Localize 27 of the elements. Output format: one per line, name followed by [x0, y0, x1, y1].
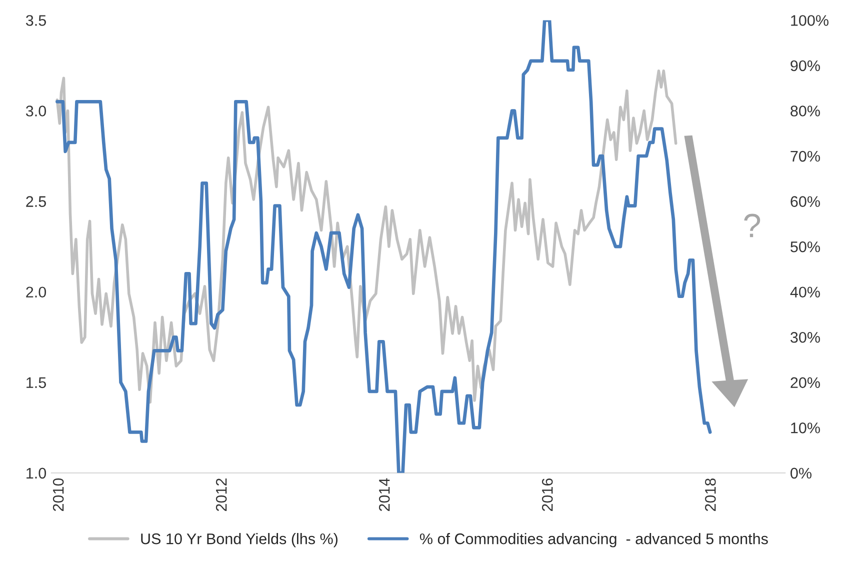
y2-tick-label: 100%: [791, 15, 828, 26]
y2-tick-label: 50%: [790, 241, 820, 252]
x-tick-label: 2016: [542, 478, 553, 511]
y-tick-label: 1.0: [26, 468, 46, 479]
x-tick-label: 2014: [378, 478, 390, 511]
y2-tick-label: 90%: [790, 60, 820, 72]
y2-tick-label: 80%: [790, 106, 820, 116]
y2-tick-label: 20%: [790, 377, 820, 388]
y2-tick-label: 40%: [790, 286, 820, 298]
line-series: [56, 70, 678, 404]
annotation: ?: [744, 214, 760, 238]
y-tick-label: 3.0: [26, 106, 46, 116]
y2-tick-label: 60%: [790, 196, 820, 207]
line-series: [56, 20, 712, 473]
y-tick-label: 2.5: [26, 196, 46, 207]
y-tick-label: 3.5: [26, 15, 46, 26]
legend-label: US 10 Yr Bond Yields (lhs %): [141, 533, 338, 548]
x-tick-label: 2018: [704, 478, 716, 511]
y2-tick-label: 70%: [790, 150, 820, 162]
y-tick-label: 1.5: [26, 377, 46, 388]
y2-tick-label: 0%: [790, 468, 812, 479]
y2-tick-label: 10%: [791, 422, 820, 434]
y2-tick-label: 30%: [790, 332, 820, 343]
x-tick-label: 2012: [216, 478, 227, 511]
y-tick-label: 2.0: [26, 286, 46, 298]
legend-label: % of Commodities advancing - advanced 5 months: [420, 533, 768, 548]
x-tick-label: 2010: [52, 478, 64, 511]
